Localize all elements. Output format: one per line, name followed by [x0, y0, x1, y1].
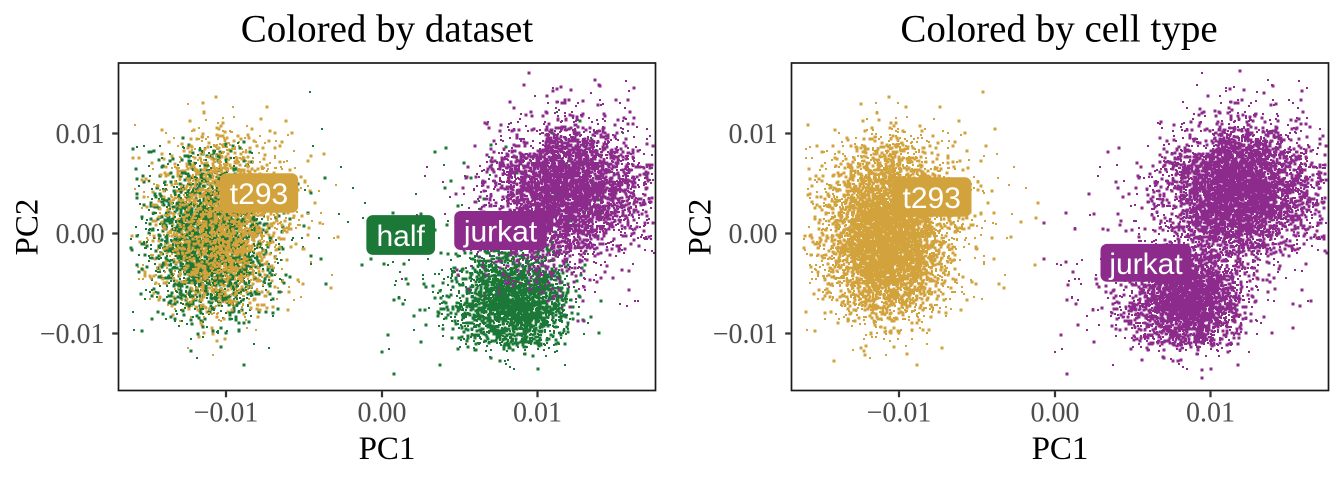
- svg-text:jurkat: jurkat: [463, 216, 538, 249]
- svg-text:PC1: PC1: [359, 431, 416, 467]
- svg-text:t293: t293: [230, 178, 288, 211]
- svg-text:PC2: PC2: [10, 199, 46, 256]
- svg-text:−0.01: −0.01: [713, 319, 778, 350]
- svg-text:0.01: 0.01: [513, 398, 562, 429]
- svg-text:t293: t293: [903, 182, 961, 215]
- svg-text:half: half: [377, 220, 426, 253]
- svg-text:PC1: PC1: [1032, 431, 1089, 467]
- svg-text:PC2: PC2: [683, 199, 719, 256]
- svg-text:Colored by cell type: Colored by cell type: [900, 8, 1217, 51]
- svg-text:−0.01: −0.01: [867, 398, 932, 429]
- svg-text:−0.01: −0.01: [194, 398, 259, 429]
- svg-text:0.01: 0.01: [729, 119, 778, 150]
- svg-text:0.00: 0.00: [358, 398, 407, 429]
- svg-text:0.00: 0.00: [1031, 398, 1080, 429]
- svg-text:0.01: 0.01: [56, 119, 105, 150]
- svg-text:0.01: 0.01: [1186, 398, 1235, 429]
- svg-text:0.00: 0.00: [729, 219, 778, 250]
- svg-text:jurkat: jurkat: [1108, 248, 1183, 281]
- svg-text:−0.01: −0.01: [40, 319, 105, 350]
- svg-text:Colored by dataset: Colored by dataset: [241, 8, 534, 51]
- svg-text:0.00: 0.00: [56, 219, 105, 250]
